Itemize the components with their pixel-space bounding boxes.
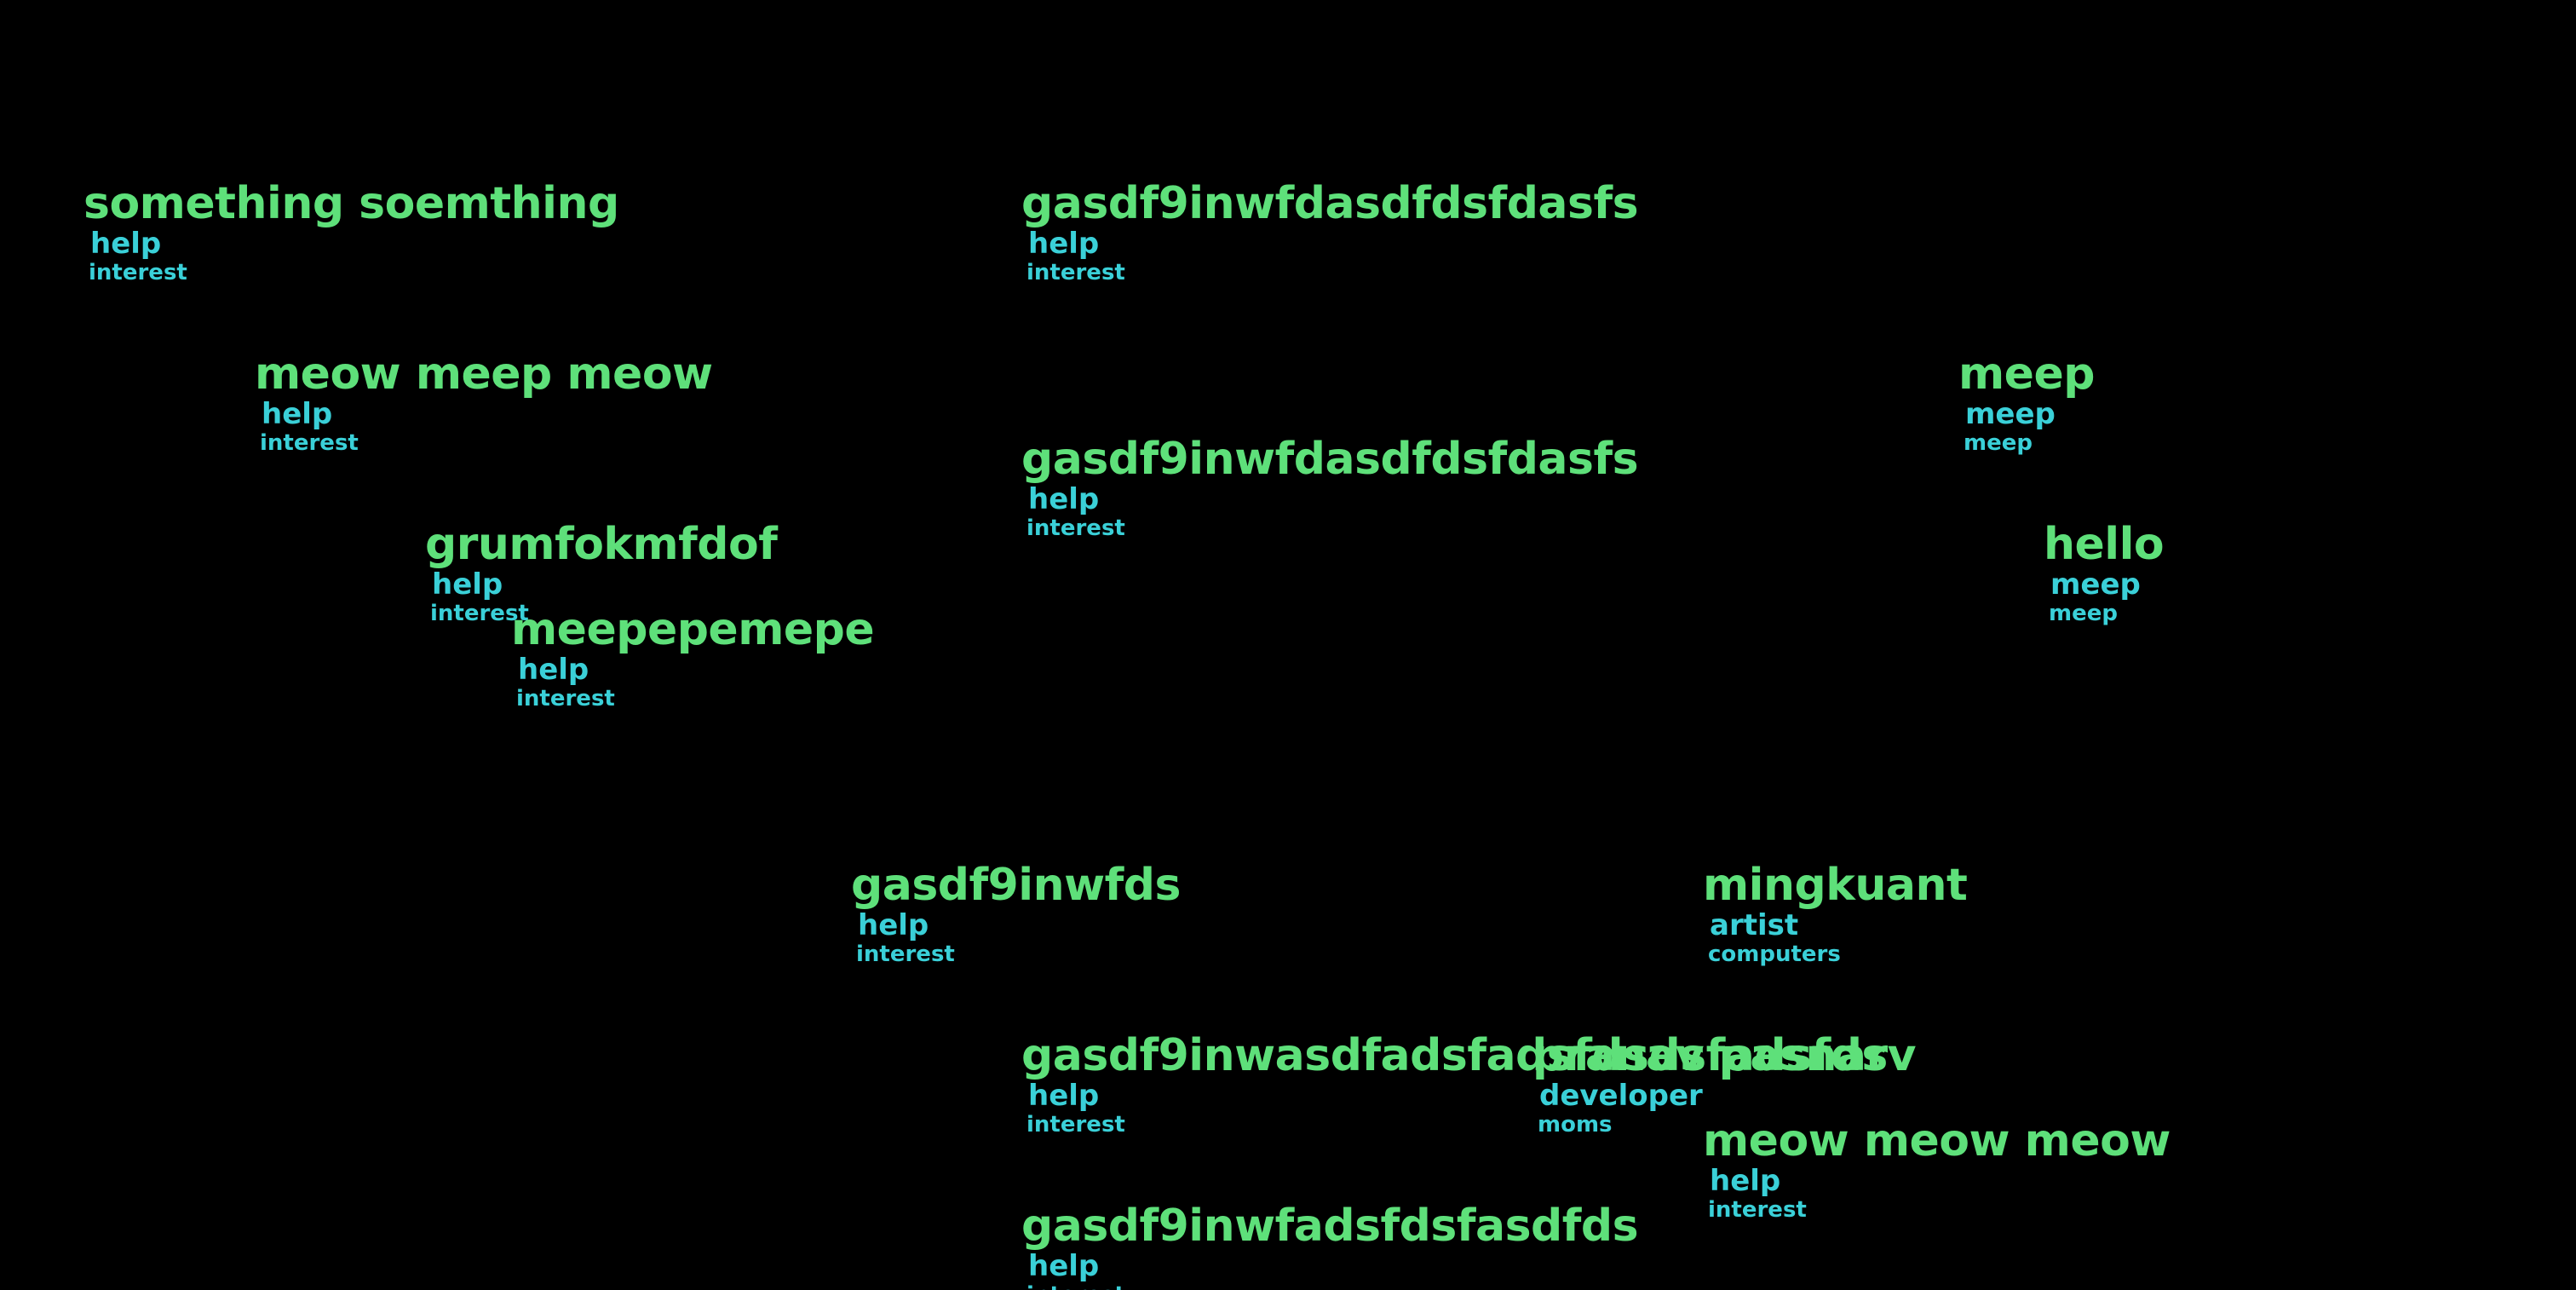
person-tag: interest <box>260 430 359 456</box>
person-tag: interest <box>1026 515 1125 541</box>
person-tag: interest <box>1026 1112 1125 1137</box>
person-role: artist <box>1710 908 1799 942</box>
person-card[interactable]: grumfokmfdof help interest <box>425 519 778 627</box>
person-name: gasdf9inwfdasdfdsfdasfs <box>1021 178 1639 229</box>
person-role: help <box>518 653 589 687</box>
person-tag: interest <box>1708 1197 1807 1223</box>
person-role: help <box>1028 1079 1100 1113</box>
person-card[interactable]: meepepemepe help interest <box>511 604 875 712</box>
person-name: gasdf9inwfds <box>851 860 1181 911</box>
person-name: meepepemepe <box>511 604 875 655</box>
person-card[interactable]: meow meep meow help interest <box>255 349 713 457</box>
person-tag: interest <box>516 686 615 711</box>
person-role: help <box>432 567 503 602</box>
person-card[interactable]: hello meep meep <box>2044 519 2165 627</box>
person-role: help <box>90 227 162 261</box>
person-tag: meep <box>2049 601 2118 626</box>
person-tag: interest <box>1026 1281 1638 1290</box>
person-card[interactable]: meep meep meep <box>1958 349 2095 457</box>
person-tag: interest <box>89 260 187 285</box>
person-card[interactable]: gasdf9inwasdfadsfadsfdsdsfadsfds help in… <box>1021 1031 1888 1138</box>
person-tag: computers <box>1708 942 1841 967</box>
person-name: hello <box>2044 519 2165 570</box>
person-card[interactable]: gasdf9inwfds help interest <box>851 861 1181 968</box>
person-tag: interest <box>430 601 529 626</box>
person-name: pranav pasnarv <box>1532 1030 1916 1081</box>
person-card[interactable]: gasdf9inwfadsfdsfasdfds help interest <box>1021 1201 1639 1290</box>
person-tag: interest <box>1026 260 1125 285</box>
person-role: developer <box>1539 1079 1703 1113</box>
person-name: gasdf9inwfdasdfdsfdasfs <box>1021 434 1639 485</box>
person-card[interactable]: meow meow meow help interest <box>1703 1116 2171 1224</box>
person-name: mingkuant <box>1703 860 1968 911</box>
person-name: something soemthing <box>83 178 619 229</box>
person-name: gasdf9inwfadsfdsfasdfds <box>1021 1201 1639 1252</box>
person-card[interactable]: gasdf9inwfdasdfdsfdasfs help interest <box>1021 434 1639 542</box>
person-role: help <box>858 908 929 942</box>
person-name: gasdf9inwasdfadsfadsfdsdsfadsfds <box>1021 1030 1888 1081</box>
person-card[interactable]: gasdf9inwfdasdfdsfdasfs help interest <box>1021 178 1639 286</box>
person-role: help <box>1028 482 1100 516</box>
person-name: grumfokmfdof <box>425 519 778 570</box>
person-name: meow meep meow <box>255 348 713 400</box>
person-role: help <box>1028 1249 1100 1283</box>
person-card[interactable]: pranav pasnarv developer moms <box>1532 1031 1916 1138</box>
person-role: help <box>1710 1164 1781 1198</box>
person-name: meow meow meow <box>1703 1115 2171 1166</box>
person-name: meep <box>1958 348 2095 400</box>
person-tag: interest <box>856 942 955 967</box>
person-role: meep <box>2050 567 2141 602</box>
person-card[interactable]: something soemthing help interest <box>83 179 619 286</box>
person-tag: moms <box>1538 1112 1613 1137</box>
person-tag: meep <box>1964 430 2033 456</box>
person-role: help <box>262 397 333 431</box>
person-role: meep <box>1965 397 2056 431</box>
person-role: help <box>1028 227 1100 261</box>
person-card[interactable]: mingkuant artist computers <box>1703 860 1968 968</box>
